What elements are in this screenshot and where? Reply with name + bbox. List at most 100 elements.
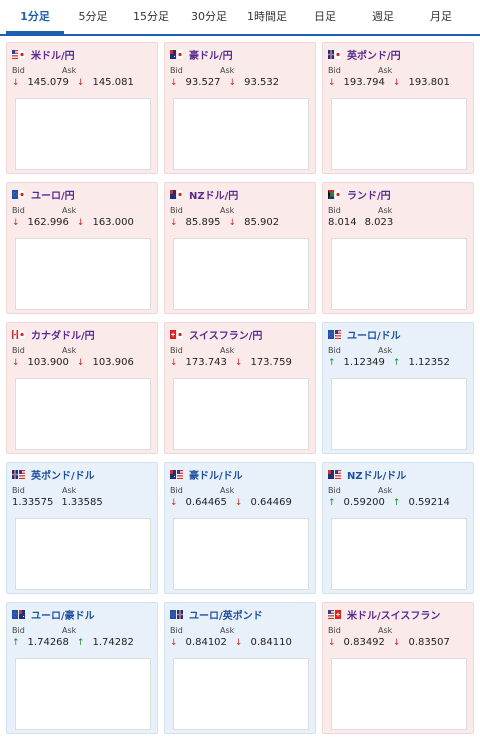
- ask-value: ↓ 163.000: [76, 217, 134, 228]
- tab-8[interactable]: 月足: [430, 10, 452, 23]
- down-arrow-icon: ↓: [328, 638, 336, 648]
- ask-value: ↓ 193.801: [392, 77, 450, 88]
- ask-value: ↓ 0.84110: [234, 637, 292, 648]
- price-chart[interactable]: [15, 658, 151, 730]
- price-chart[interactable]: [15, 238, 151, 310]
- down-arrow-icon: ↓: [234, 358, 243, 368]
- down-arrow-icon: ↓: [170, 218, 178, 228]
- price-chart[interactable]: [15, 378, 151, 450]
- pair-title[interactable]: 0.84140.84120.84111:4612:06 ユーロ/英ポンド: [170, 607, 310, 680]
- bid-value: ↑ 1.12349: [328, 357, 385, 368]
- pair-title[interactable]: 145.2145144.811:4512:05 米ドル/円: [12, 47, 152, 120]
- down-arrow-icon: ↓: [76, 78, 85, 88]
- up-arrow-icon: ↑: [12, 638, 20, 648]
- bid-label: Bid: [12, 206, 25, 215]
- down-arrow-icon: ↓: [234, 638, 243, 648]
- pair-title[interactable]: 193.8193.611:4612:05 英ポンド/円: [328, 47, 468, 120]
- rate-card[interactable]: 1.12451.1241.12351.12311:4612:05 ユーロ/ドル …: [322, 322, 474, 454]
- tab-6[interactable]: 日足: [314, 10, 336, 23]
- ca-jp-flag: 104103.9103.811:4612:06: [12, 329, 138, 400]
- down-arrow-icon: ↓: [328, 78, 336, 88]
- rate-card[interactable]: 145.2145144.811:4512:05 米ドル/円 Bid Ask ↓1…: [6, 42, 158, 174]
- pair-name: 豪ドル/円: [189, 50, 233, 62]
- bid-value: ↓ 103.900: [12, 357, 69, 368]
- pair-name: 英ポンド/ドル: [31, 470, 95, 482]
- price-chart[interactable]: [173, 98, 309, 170]
- pair-title[interactable]: 1.7451.7441.74311:4612:05 ユーロ/豪ドル: [12, 607, 152, 680]
- price-chart[interactable]: [331, 518, 467, 590]
- candlestick-chart: [174, 519, 310, 591]
- bid-value: 1.33575: [12, 497, 54, 508]
- price-chart[interactable]: [173, 518, 309, 590]
- price-chart[interactable]: [331, 98, 467, 170]
- rate-card[interactable]: 163.1163162.911:4612:06 ユーロ/円 Bid Ask ↓1…: [6, 182, 158, 314]
- ask-label: Ask: [62, 346, 77, 355]
- pair-name: ユーロ/豪ドル: [31, 610, 95, 622]
- rate-card[interactable]: 0.64460.64440.64420.64411:4612:06 豪ドル/ドル…: [164, 462, 316, 594]
- bid-value: ↓ 0.64465: [170, 497, 227, 508]
- pair-title[interactable]: 93.593.411:4612:06 豪ドル/円: [170, 47, 310, 120]
- rate-card[interactable]: 93.593.411:4612:06 豪ドル/円 Bid Ask ↓93.527…: [164, 42, 316, 174]
- rate-card[interactable]: 173.8173.7173.611:4612:05 スイスフラン/円 Bid A…: [164, 322, 316, 454]
- candlestick-chart: [332, 379, 468, 451]
- bid-value: ↓ 173.743: [170, 357, 227, 368]
- tab-4[interactable]: 30分足: [191, 10, 227, 23]
- pair-name: NZドル/円: [189, 190, 239, 202]
- ask-label: Ask: [378, 626, 393, 635]
- tab-1[interactable]: 1分足: [6, 0, 64, 34]
- price-chart[interactable]: [331, 238, 467, 310]
- bid-label: Bid: [328, 626, 341, 635]
- price-chart[interactable]: [15, 518, 151, 590]
- eu-jp-flag: 163.1163162.911:4612:06: [12, 189, 138, 260]
- up-arrow-icon: ↑: [76, 638, 85, 648]
- tab-3[interactable]: 15分足: [133, 10, 169, 23]
- pair-title[interactable]: 8.028.0111:4612:06 ランド/円: [328, 187, 468, 260]
- candlestick-chart: [16, 239, 152, 311]
- rate-card[interactable]: 193.8193.611:4612:05 英ポンド/円 Bid Ask ↓193…: [322, 42, 474, 174]
- pair-title[interactable]: 173.8173.7173.611:4612:05 スイスフラン/円: [170, 327, 310, 400]
- price-chart[interactable]: [15, 98, 151, 170]
- rate-card[interactable]: 8.028.0111:4612:06 ランド/円 Bid Ask 8.014 8…: [322, 182, 474, 314]
- price-chart[interactable]: [331, 378, 467, 450]
- tab-7[interactable]: 週足: [372, 10, 394, 23]
- rate-card[interactable]: 0.83550.8350.834511:4612:05 米ドル/スイスフラン B…: [322, 602, 474, 734]
- price-chart[interactable]: [173, 238, 309, 310]
- rate-card[interactable]: 0.59220.5920.59180.59160.591411:4612:05 …: [322, 462, 474, 594]
- gb-jp-flag: 193.8193.611:4612:05: [328, 49, 454, 120]
- down-arrow-icon: ↓: [170, 358, 178, 368]
- price-chart[interactable]: [173, 378, 309, 450]
- ask-value: 8.023: [364, 217, 394, 228]
- pair-title[interactable]: 0.83550.8350.834511:4612:05 米ドル/スイスフラン: [328, 607, 468, 680]
- bid-label: Bid: [328, 486, 341, 495]
- down-arrow-icon: ↓: [228, 78, 237, 88]
- bid-label: Bid: [12, 346, 25, 355]
- bid-value: ↑ 0.59200: [328, 497, 385, 508]
- rate-card[interactable]: 1.7451.7441.74311:4612:05 ユーロ/豪ドル Bid As…: [6, 602, 158, 734]
- pair-title[interactable]: 0.59220.5920.59180.59160.591411:4612:05 …: [328, 467, 468, 540]
- bid-label: Bid: [170, 626, 183, 635]
- tab-2[interactable]: 5分足: [78, 10, 108, 23]
- pair-title[interactable]: 0.64460.64440.64420.64411:4612:06 豪ドル/ドル: [170, 467, 310, 540]
- ask-value: ↓ 173.759: [234, 357, 292, 368]
- bid-label: Bid: [170, 486, 183, 495]
- rate-card[interactable]: 0.84140.84120.84111:4612:06 ユーロ/英ポンド Bid…: [164, 602, 316, 734]
- up-arrow-icon: ↑: [328, 358, 336, 368]
- pair-title[interactable]: 104103.9103.811:4612:06 カナダドル/円: [12, 327, 152, 400]
- pair-title[interactable]: 1.33651.3361.33551.33511:4512:05 英ポンド/ドル: [12, 467, 152, 540]
- pair-title[interactable]: 85.985.811:4612:05 NZドル/円: [170, 187, 310, 260]
- rate-card[interactable]: 104103.9103.811:4612:06 カナダドル/円 Bid Ask …: [6, 322, 158, 454]
- price-chart[interactable]: [331, 658, 467, 730]
- bid-value: ↓ 0.84102: [170, 637, 227, 648]
- nz-jp-flag: 85.985.811:4612:05: [170, 189, 292, 260]
- pair-title[interactable]: 1.12451.1241.12351.12311:4612:05 ユーロ/ドル: [328, 327, 468, 400]
- bid-label: Bid: [328, 206, 341, 215]
- pair-name: ユーロ/円: [31, 190, 75, 202]
- tab-5[interactable]: 1時間足: [247, 10, 287, 23]
- down-arrow-icon: ↓: [392, 638, 401, 648]
- price-chart[interactable]: [173, 658, 309, 730]
- pair-title[interactable]: 163.1163162.911:4612:06 ユーロ/円: [12, 187, 152, 260]
- ask-value: ↓ 0.83507: [392, 637, 450, 648]
- bid-value: ↓ 193.794: [328, 77, 385, 88]
- rate-card[interactable]: 1.33651.3361.33551.33511:4512:05 英ポンド/ドル…: [6, 462, 158, 594]
- rate-card[interactable]: 85.985.811:4612:05 NZドル/円 Bid Ask ↓85.89…: [164, 182, 316, 314]
